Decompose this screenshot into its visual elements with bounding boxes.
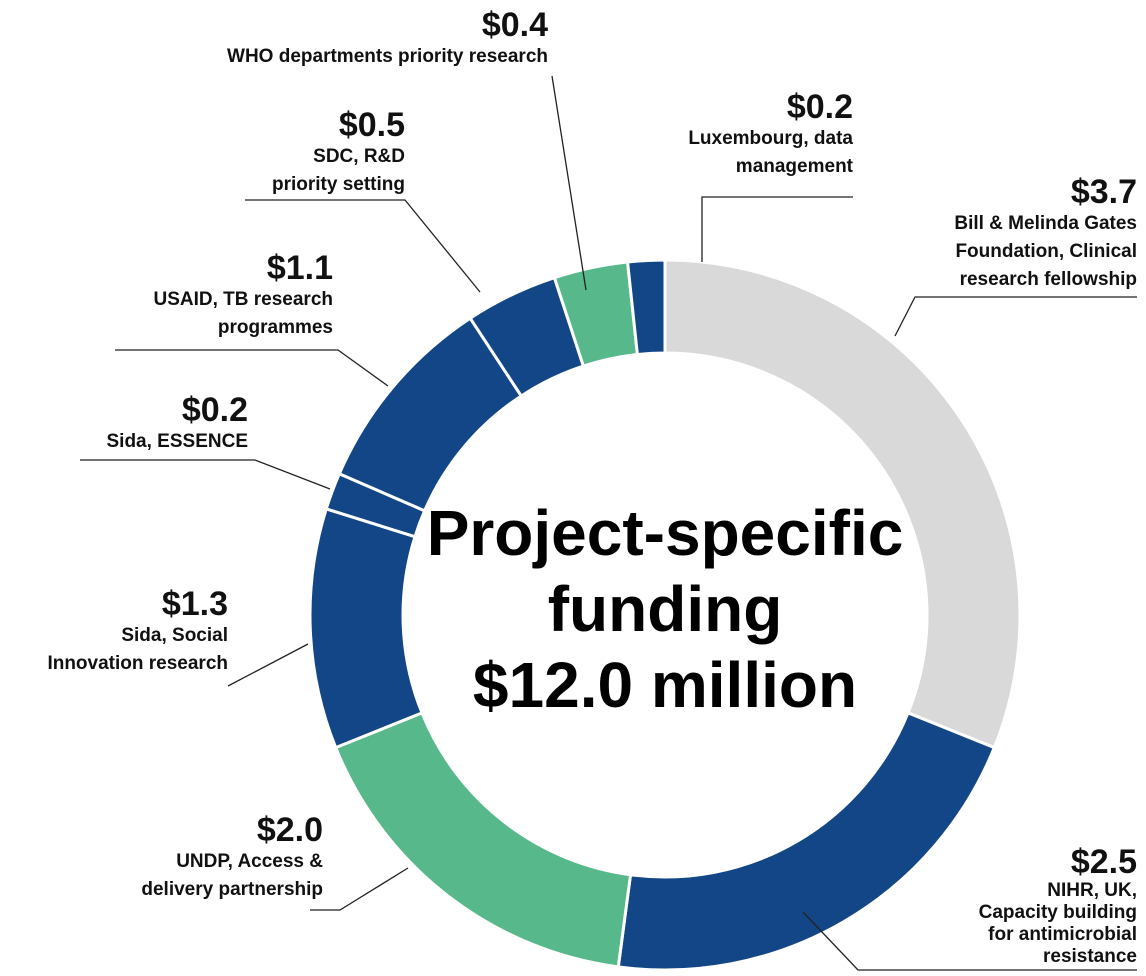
value-label: $0.2 [181,391,248,429]
segment-label: $2.5 NIHR, UK, Capacity building for antimi… [979,844,1137,968]
category-label: resistance [1042,946,1137,967]
category-label: WHO departments priority research [227,46,548,67]
category-label: Luxembourg, data [688,128,853,149]
center-label-line: Project-specific [426,497,904,569]
donut-segment [625,258,667,357]
leader-line [894,296,1137,337]
category-label: Bill & Melinda Gates [954,213,1137,234]
category-label: Capacity building [978,902,1137,923]
donut-segment [333,710,633,969]
segment-label: $3.7 Bill & Melinda Gates Foundation, Clin… [954,174,1137,294]
leader-line [80,459,331,490]
center-label-line: $12.0 million [472,649,858,721]
value-label: $1.1 [266,249,333,287]
value-label: $0.4 [481,6,548,44]
segment-label: $0.4 WHO departments priority research [227,7,548,71]
donut-segment [616,710,997,972]
category-label: delivery partnership [141,879,323,900]
category-label: programmes [217,317,333,338]
segment-label: $2.0 UNDP, Access & delivery partnership [141,812,323,904]
value-label: $0.2 [786,88,853,126]
segment-label: $0.2 Sida, ESSENCE [107,392,249,456]
leader-line [115,349,389,387]
category-label: UNDP, Access & [176,851,323,872]
donut-segment [663,258,1022,750]
category-label: management [735,156,853,177]
leader-line [245,199,481,293]
segment-label: $1.1 USAID, TB research programmes [153,250,333,342]
leader-line [310,867,409,911]
category-label: Innovation research [47,653,228,674]
value-label: $2.0 [256,811,323,849]
category-label: NIHR, UK, [1047,880,1137,901]
leader-line [802,911,1137,971]
center-label-line: funding [547,573,783,645]
leader-line [227,643,309,687]
category-label: research fellowship [959,269,1137,290]
leader-line [551,75,587,291]
leader-line [701,196,853,262]
category-label: Foundation, Clinical [955,241,1137,262]
center-label: Project-specific funding $12.0 million [365,495,965,723]
category-label: Sida, ESSENCE [106,431,249,452]
segment-label: $1.3 Sida, Social Innovation research [47,586,228,678]
value-label: $1.3 [161,585,228,623]
category-label: Sida, Social [121,625,228,646]
category-label: priority setting [271,174,405,195]
category-label: for antimicrobial [988,924,1137,945]
category-label: USAID, TB research [153,289,333,310]
segment-label: $0.5 SDC, R&D priority setting [272,107,405,199]
value-label: $0.5 [338,106,405,144]
value-label: $2.5 [1070,843,1137,881]
segment-label: $0.2 Luxembourg, data management [688,89,853,181]
category-label: SDC, R&D [313,146,405,167]
value-label: $3.7 [1070,173,1137,211]
